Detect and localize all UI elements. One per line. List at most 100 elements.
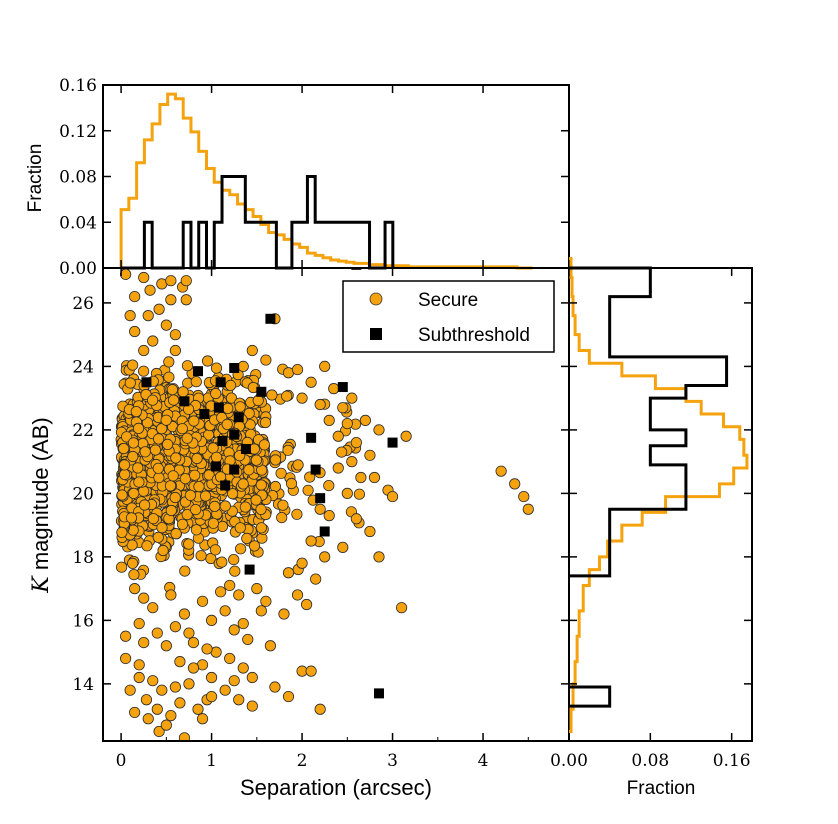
y-tick-label: 24 bbox=[72, 357, 94, 377]
secure-point bbox=[183, 627, 195, 639]
secure-point bbox=[147, 335, 159, 347]
secure-point bbox=[282, 444, 294, 456]
secure-point bbox=[233, 589, 245, 601]
top-y-tick-label: 0.04 bbox=[59, 213, 97, 233]
subthreshold-point bbox=[229, 362, 240, 373]
right-histogram-series bbox=[569, 256, 749, 733]
secure-point bbox=[368, 471, 381, 484]
scatter-panel: 0 1 2 3 4 14 16 18 20 22 24 26 Secure Subthreshold… bbox=[28, 267, 570, 800]
secure-point bbox=[160, 319, 172, 331]
secure-point bbox=[332, 430, 344, 442]
secure-point bbox=[169, 344, 181, 357]
secure-point bbox=[250, 454, 262, 466]
secure-point bbox=[190, 376, 202, 388]
secure-point bbox=[246, 344, 258, 357]
secure-point bbox=[119, 468, 131, 480]
secure-point bbox=[281, 390, 293, 402]
secure-point bbox=[120, 268, 132, 280]
subthreshold-point bbox=[211, 461, 222, 472]
secure-point bbox=[328, 383, 340, 395]
x-tick-label: 4 bbox=[478, 751, 489, 771]
secure-point bbox=[196, 713, 209, 725]
secure-point bbox=[120, 630, 132, 642]
secure-point bbox=[129, 325, 141, 338]
secure-point bbox=[227, 488, 239, 500]
subthreshold-point bbox=[319, 526, 330, 537]
secure-point bbox=[228, 675, 240, 687]
y-tick-label: 22 bbox=[72, 421, 94, 441]
secure-point bbox=[151, 627, 163, 639]
scatter-xlabel: Separation (arcsec) bbox=[240, 775, 432, 800]
secure-point bbox=[162, 438, 174, 450]
subthreshold-point bbox=[215, 377, 226, 388]
secure-point bbox=[176, 423, 188, 435]
secure-point bbox=[258, 439, 270, 451]
secure-point bbox=[170, 528, 182, 540]
secure-point bbox=[259, 416, 272, 429]
subthreshold-point bbox=[337, 382, 348, 393]
top-histogram-series bbox=[119, 92, 533, 270]
right-histogram-subthreshold-step bbox=[569, 266, 729, 708]
secure-point bbox=[190, 524, 202, 536]
scatter-ylabel-k: K bbox=[29, 575, 54, 594]
secure-point bbox=[147, 513, 159, 525]
secure-point bbox=[124, 684, 136, 696]
secure-point bbox=[373, 551, 385, 563]
secure-point bbox=[116, 561, 128, 573]
secure-point bbox=[252, 394, 264, 407]
secure-point bbox=[160, 640, 172, 652]
secure-point bbox=[142, 713, 154, 725]
secure-point bbox=[184, 489, 196, 501]
secure-point bbox=[275, 467, 287, 479]
secure-point bbox=[243, 464, 255, 476]
secure-point bbox=[264, 640, 276, 652]
secure-point bbox=[216, 556, 228, 568]
secure-point bbox=[165, 589, 177, 601]
secure-point bbox=[188, 415, 200, 427]
top-y-tick-label: 0.00 bbox=[59, 259, 97, 279]
subthreshold-point bbox=[179, 396, 190, 407]
secure-point bbox=[139, 499, 151, 511]
right-x-tick-label: 0.16 bbox=[713, 751, 751, 771]
secure-point bbox=[237, 478, 249, 490]
secure-point bbox=[224, 579, 236, 592]
top-y-tick-label: 0.12 bbox=[59, 122, 97, 142]
secure-point bbox=[319, 551, 331, 563]
secure-point bbox=[165, 275, 177, 287]
secure-point bbox=[221, 418, 233, 430]
secure-point bbox=[127, 437, 140, 449]
secure-point bbox=[129, 583, 141, 595]
secure-point bbox=[132, 422, 145, 434]
secure-point bbox=[181, 508, 193, 521]
legend-secure-label: Secure bbox=[418, 290, 478, 311]
secure-point bbox=[509, 478, 521, 490]
secure-point bbox=[178, 732, 191, 741]
subthreshold-point bbox=[373, 688, 384, 699]
x-tick-label: 2 bbox=[297, 751, 308, 771]
secure-point bbox=[234, 522, 246, 534]
secure-point bbox=[120, 652, 132, 665]
secure-point bbox=[129, 290, 141, 303]
right-histogram-panel: 0.00 0.08 0.16 Fraction bbox=[550, 256, 753, 799]
secure-point bbox=[248, 540, 261, 552]
secure-point bbox=[174, 697, 186, 709]
secure-point bbox=[319, 360, 331, 373]
secure-point bbox=[142, 310, 154, 322]
secure-point bbox=[156, 522, 168, 534]
secure-point bbox=[305, 535, 317, 547]
secure-point bbox=[337, 541, 349, 553]
right-histogram-x-ticks: 0.00 0.08 0.16 bbox=[550, 268, 752, 771]
x-tick-label: 0 bbox=[116, 751, 127, 771]
secure-point bbox=[228, 624, 240, 636]
secure-point bbox=[192, 703, 204, 715]
secure-point bbox=[234, 401, 246, 413]
secure-point bbox=[152, 462, 164, 474]
secure-point bbox=[125, 512, 138, 524]
secure-point bbox=[210, 387, 222, 400]
secure-point bbox=[202, 355, 214, 367]
subthreshold-point bbox=[220, 480, 231, 491]
secure-point bbox=[140, 694, 153, 706]
secure-point bbox=[364, 525, 376, 538]
secure-point bbox=[310, 573, 322, 585]
